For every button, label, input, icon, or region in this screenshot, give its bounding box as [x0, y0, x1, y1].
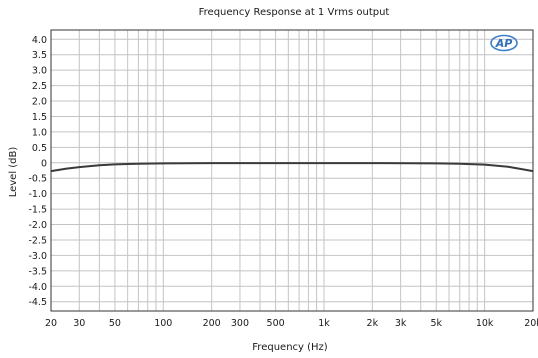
grid-lines	[50, 30, 534, 311]
x-tick-label: 10k	[476, 318, 494, 329]
series-line	[50, 162, 534, 173]
x-tick-label: 20	[45, 318, 57, 329]
x-tick-label: 500	[267, 318, 285, 329]
plot-frame	[50, 29, 534, 312]
x-tick-label: 300	[231, 318, 249, 329]
y-tick-label: 3.0	[32, 66, 47, 77]
y-tick-label: 4.0	[32, 35, 47, 46]
x-tick-labels: 20 30 50 100 200 300 500 1k 2k 3k 5k 10k 20k	[45, 318, 538, 329]
y-tick-label: -1.5	[28, 205, 47, 216]
y-tick-label: 1.5	[32, 112, 47, 123]
x-tick-label: 2k	[367, 318, 379, 329]
y-tick-label: 3.5	[32, 50, 47, 61]
y-tick-label: -4.0	[28, 282, 47, 293]
y-tick-label: 1.0	[32, 127, 47, 138]
x-tick-label: 20k	[524, 318, 538, 329]
x-tick-label: 1k	[318, 318, 330, 329]
x-axis-label: Frequency (Hz)	[252, 342, 328, 353]
y-tick-label: 2.0	[32, 97, 47, 108]
ap-logo-swoosh	[490, 34, 518, 52]
x-tick-label: 200	[203, 318, 221, 329]
x-tick-label: 100	[154, 318, 172, 329]
x-tick-label: 30	[73, 318, 85, 329]
y-tick-label: -0.5	[28, 174, 47, 185]
chart-title: Frequency Response at 1 Vrms output	[199, 7, 390, 18]
x-tick-label: 3k	[395, 318, 407, 329]
ap-logo: AP	[490, 34, 518, 52]
y-tick-label: -3.5	[28, 266, 47, 277]
y-tick-label: 0	[41, 158, 47, 169]
y-tick-label: 0.5	[32, 143, 47, 154]
ap-logo-text: AP	[495, 37, 513, 50]
series-layer	[50, 162, 534, 173]
x-tick-label: 50	[109, 318, 121, 329]
y-tick-label: -3.0	[28, 251, 47, 262]
y-axis-label: Level (dB)	[8, 147, 19, 198]
y-tick-label: -2.5	[28, 235, 47, 246]
y-tick-label: -4.5	[28, 297, 47, 308]
y-tick-label: 2.5	[32, 81, 47, 92]
x-tick-label: 5k	[430, 318, 442, 329]
y-tick-labels: 4.0 3.5 3.0 2.5 2.0 1.5 1.0 0.5 0 -0.5 -1.0 -1.5 -2.…	[28, 35, 47, 308]
y-tick-label: -2.0	[28, 220, 47, 231]
y-tick-label: -1.0	[28, 189, 47, 200]
